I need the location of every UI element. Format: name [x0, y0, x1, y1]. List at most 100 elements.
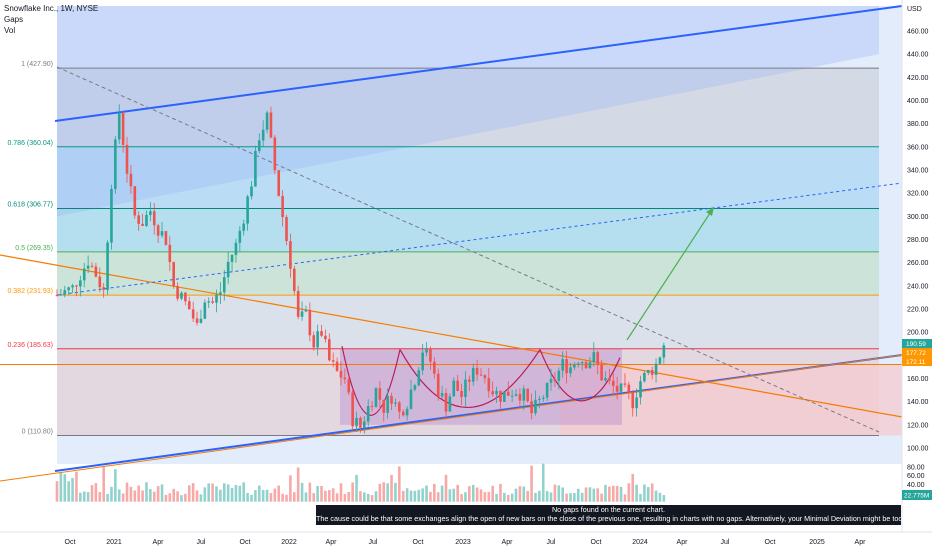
volume-bar: [483, 492, 487, 502]
volume-bar: [366, 493, 370, 502]
candle: [413, 385, 417, 390]
volume-bar: [331, 488, 335, 502]
candle: [343, 377, 347, 380]
chart-legend: Snowflake Inc., 1W, NYSE Gaps Vol: [4, 3, 98, 36]
candle: [421, 352, 424, 371]
candle: [98, 276, 102, 288]
arrow-head: [706, 207, 714, 216]
candle: [499, 390, 502, 402]
candle: [639, 381, 642, 398]
volume-bar: [86, 492, 90, 502]
candle: [534, 399, 537, 414]
candle: [433, 361, 436, 374]
candle: [541, 397, 545, 399]
candle: [538, 398, 541, 400]
volume-bar: [335, 493, 339, 502]
volume-bar: [530, 465, 533, 502]
candle: [355, 417, 358, 427]
candle: [285, 217, 288, 242]
price-tick: 380.00: [907, 121, 929, 128]
volume-bar: [195, 490, 199, 502]
time-tick: Oct: [591, 539, 602, 546]
candle: [339, 370, 343, 378]
volume-bar: [277, 485, 281, 502]
candle: [615, 385, 619, 392]
volume-bar: [662, 495, 666, 502]
candle: [63, 290, 67, 295]
volume-bar: [604, 484, 607, 502]
time-tick: Jul: [547, 539, 556, 546]
volume-bar: [522, 486, 526, 502]
no-gaps-notice: No gaps found on the current chart. The …: [316, 505, 901, 525]
symbol-title[interactable]: Snowflake Inc., 1W, NYSE: [4, 4, 99, 13]
candle: [75, 285, 78, 287]
volume-bar: [316, 485, 319, 502]
volume-bar: [222, 483, 226, 502]
volume-bar: [71, 477, 74, 502]
notice-line-2: The cause could be that some exchanges a…: [316, 514, 901, 524]
volume-bar: [180, 495, 183, 502]
candle: [230, 254, 234, 262]
time-tick: Jul: [369, 539, 378, 546]
volume-indicator-label[interactable]: Vol: [4, 26, 16, 35]
time-tick: 2025: [809, 539, 825, 546]
candle: [86, 265, 90, 269]
candle: [300, 311, 304, 317]
candle: [464, 379, 467, 398]
time-tick: 2021: [106, 539, 122, 546]
volume-bar: [59, 472, 63, 502]
volume-bar: [102, 467, 105, 502]
gaps-indicator-label[interactable]: Gaps: [4, 15, 24, 24]
volume-bar: [90, 485, 94, 502]
volume-bar: [145, 482, 148, 502]
candle: [658, 357, 662, 364]
price-axis: USD 460.00 440.00 420.00 400.00 380.00 360.00 3…: [901, 0, 932, 550]
candle: [580, 361, 584, 364]
dashed-resistance-line: [56, 66, 880, 433]
volume-bar: [211, 483, 214, 502]
candle: [114, 139, 117, 189]
volume-bar: [468, 486, 471, 502]
volume-bar: [639, 493, 642, 502]
volume-bar: [94, 483, 98, 502]
time-tick: Apr: [677, 539, 689, 546]
candle: [608, 378, 611, 381]
candle: [370, 406, 374, 408]
volume-bar: [289, 475, 292, 502]
volume-bar: [615, 485, 619, 502]
candle: [277, 170, 281, 196]
target-arrow: [626, 206, 715, 341]
candle: [79, 280, 82, 287]
candle: [553, 378, 557, 382]
volume-bar: [269, 493, 273, 502]
candle: [207, 301, 211, 303]
candle: [187, 301, 191, 310]
volume-bar: [129, 486, 133, 502]
candle: [417, 370, 421, 386]
fib-label: 0.236 (185.63): [7, 342, 53, 349]
candle: [394, 402, 397, 404]
volume-tick: 80.00: [907, 465, 925, 472]
fib-levels: 1 (427.90) 0.786 (360.04) 0.618 (306.77) 0.…: [0, 61, 902, 436]
time-tick: Apr: [153, 539, 165, 546]
fib-label: 0.618 (306.77): [7, 201, 53, 208]
volume-bar: [436, 492, 440, 502]
volume-bar: [141, 490, 144, 502]
volume-bar: [55, 481, 59, 502]
price-tick: 360.00: [907, 144, 929, 151]
candle: [347, 379, 351, 393]
volume-bar: [199, 494, 203, 502]
volume-bar: [187, 485, 191, 502]
volume-bar: [304, 492, 308, 502]
candle: [222, 277, 226, 293]
volume-bar: [374, 491, 378, 502]
candle: [425, 348, 428, 353]
candle: [257, 140, 261, 151]
candle: [324, 335, 327, 340]
volume-bar: [254, 490, 257, 502]
time-tick: 2024: [632, 539, 648, 546]
candle: [471, 367, 475, 382]
candle: [296, 291, 300, 317]
volume-bar: [343, 494, 347, 502]
